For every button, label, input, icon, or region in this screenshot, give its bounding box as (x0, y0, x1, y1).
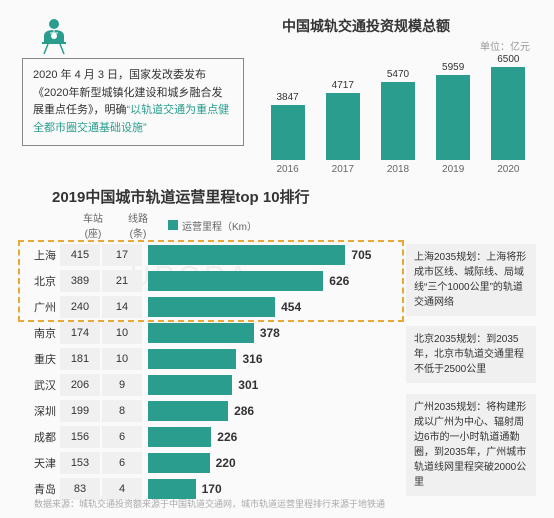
x-label: 2020 (483, 164, 533, 175)
legend: 运营里程（Km） (168, 218, 257, 233)
stations: 174 (60, 322, 100, 344)
bar-value: 5470 (387, 69, 409, 80)
investment-bar-chart: 3847 4717 5470 5959 6500 2016 2017 2018 2019 202… (260, 50, 536, 180)
lines: 9 (102, 374, 142, 396)
bar-group: 5959 (428, 62, 478, 160)
stations: 199 (60, 400, 100, 422)
km-value: 378 (260, 326, 280, 340)
km-bar (148, 401, 228, 421)
city: 成都 (20, 429, 60, 445)
km-bar (148, 245, 345, 265)
km-bar (148, 427, 211, 447)
stations: 415 (60, 244, 100, 266)
km-bar (148, 375, 232, 395)
ranking-header: 车站(座) 线路(条) 运营里程（Km） (68, 210, 257, 240)
bar (381, 82, 415, 160)
km-bar (148, 271, 323, 291)
bar-value: 6500 (497, 54, 519, 65)
city: 武汉 (20, 377, 60, 393)
bar-group: 4717 (318, 80, 368, 160)
km-value: 626 (329, 274, 349, 288)
bar-value: 3847 (276, 92, 298, 103)
city: 南京 (20, 325, 60, 341)
bar (326, 93, 360, 160)
rank-row: 天津1536 220 (20, 450, 400, 475)
stations: 181 (60, 348, 100, 370)
bar (271, 105, 305, 160)
bar-chart-title: 中国城轨交通投资规模总额 (282, 16, 450, 36)
policy-quote: 2020 年 4 月 3 日，国家发改委发布《2020年新型城镇化建设和城乡融合… (22, 58, 244, 146)
city-plan-info: 北京2035规划：到2035年，北京市轨道交通里程不低于2500公里 (406, 326, 536, 383)
lines: 10 (102, 322, 142, 344)
city-plan-info: 上海2035规划：上海将形成市区线、城际线、局域线“三个1000公里”的轨道交通… (406, 244, 536, 316)
header-station: 车站(座) (68, 210, 118, 240)
rank-row: 成都1566 226 (20, 424, 400, 449)
km-bar (148, 349, 236, 369)
stations: 156 (60, 426, 100, 448)
rank-row: 武汉2069 301 (20, 372, 400, 397)
lines: 6 (102, 452, 142, 474)
bar (491, 67, 525, 160)
km-value: 316 (242, 352, 262, 366)
city: 广州 (20, 299, 60, 315)
data-source: 数据来源：城轨交通投资额来源于中国轨道交通网，城市轨道运营里程排行来源于地铁通 (34, 497, 385, 510)
x-label: 2019 (428, 164, 478, 175)
stations: 206 (60, 374, 100, 396)
header-lines: 线路(条) (118, 210, 158, 240)
km-bar (148, 453, 210, 473)
x-label: 2018 (373, 164, 423, 175)
lines: 10 (102, 348, 142, 370)
rank-row: 上海41517 705 (20, 242, 400, 267)
lines: 8 (102, 400, 142, 422)
bar (436, 75, 470, 160)
km-bar (148, 323, 254, 343)
rank-row: 深圳1998 286 (20, 398, 400, 423)
city-plan-info: 广州2035规划：将构建形成以广州为中心、辐射周边6市的一小时轨道通勤圈，到20… (406, 394, 536, 496)
city: 重庆 (20, 351, 60, 367)
bar-group: 3847 (263, 92, 313, 160)
bar-value: 4717 (332, 80, 354, 91)
ranking-title: 2019中国城市轨道运营里程top 10排行 (52, 186, 310, 207)
km-value: 220 (216, 456, 236, 470)
km-value: 301 (238, 378, 258, 392)
x-label: 2016 (263, 164, 313, 175)
rank-row: 广州24014 454 (20, 294, 400, 319)
lines: 21 (102, 270, 142, 292)
lines: 17 (102, 244, 142, 266)
stations: 389 (60, 270, 100, 292)
city: 青岛 (20, 481, 60, 497)
rank-row: 北京38921 626 (20, 268, 400, 293)
bar-value: 5959 (442, 62, 464, 73)
lines: 14 (102, 296, 142, 318)
city: 北京 (20, 273, 60, 289)
km-bar (148, 297, 275, 317)
km-value: 286 (234, 404, 254, 418)
speaker-icon (38, 16, 70, 61)
rank-row: 重庆18110 316 (20, 346, 400, 371)
bar-group: 5470 (373, 69, 423, 160)
city: 天津 (20, 455, 60, 471)
km-bar (148, 479, 196, 499)
x-label: 2017 (318, 164, 368, 175)
km-value: 170 (202, 482, 222, 496)
city: 深圳 (20, 403, 60, 419)
ranking-table: 上海41517 705 北京38921 626 广州24014 454 南京17410 378… (20, 242, 400, 502)
km-value: 454 (281, 300, 301, 314)
lines: 6 (102, 426, 142, 448)
stations: 240 (60, 296, 100, 318)
stations: 153 (60, 452, 100, 474)
km-value: 226 (217, 430, 237, 444)
rank-row: 南京17410 378 (20, 320, 400, 345)
km-value: 705 (351, 248, 371, 262)
bar-group: 6500 (483, 54, 533, 160)
city: 上海 (20, 247, 60, 263)
